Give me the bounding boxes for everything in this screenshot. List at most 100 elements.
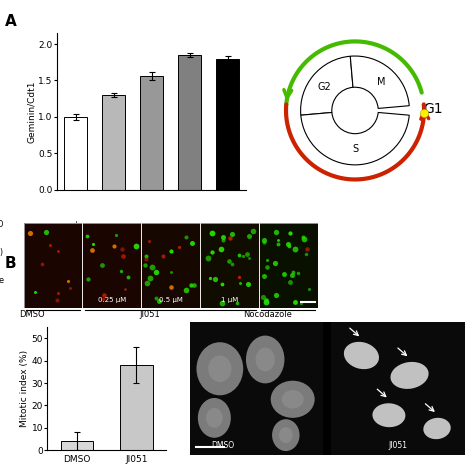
Ellipse shape <box>196 342 243 395</box>
Point <box>38 261 46 268</box>
Point <box>152 294 160 302</box>
Point <box>243 251 251 258</box>
Point <box>55 290 62 297</box>
Ellipse shape <box>208 356 231 382</box>
Text: G1: G1 <box>423 102 443 116</box>
Point <box>281 270 288 278</box>
Text: +: + <box>224 276 231 285</box>
Point <box>110 242 118 250</box>
Point <box>98 261 105 269</box>
Point <box>142 252 150 260</box>
Point <box>42 228 50 236</box>
Point <box>299 233 307 241</box>
Ellipse shape <box>391 362 428 389</box>
Text: JI051: JI051 <box>388 441 407 450</box>
Point <box>260 236 268 243</box>
Bar <box>102 95 125 190</box>
Point <box>145 237 153 245</box>
Point <box>190 281 198 289</box>
Text: A: A <box>5 14 17 29</box>
Point <box>273 228 280 236</box>
Point <box>118 246 126 253</box>
Point <box>291 246 299 253</box>
Point <box>117 267 125 274</box>
Point <box>228 260 236 268</box>
Point <box>239 252 247 259</box>
Point <box>155 297 163 305</box>
Bar <box>259 223 318 308</box>
Point <box>159 253 167 260</box>
Bar <box>190 322 323 455</box>
Bar <box>216 59 239 190</box>
Point <box>208 248 216 256</box>
Text: G2: G2 <box>318 82 331 91</box>
Point <box>302 251 310 258</box>
Point <box>290 269 297 276</box>
Text: S: S <box>352 144 358 154</box>
Point <box>112 231 120 238</box>
Point <box>187 282 195 289</box>
Point <box>286 279 293 286</box>
Y-axis label: Mitotic index (%): Mitotic index (%) <box>20 350 29 427</box>
Ellipse shape <box>271 381 315 418</box>
Point <box>285 242 292 250</box>
Point <box>209 229 216 237</box>
Point <box>121 285 129 293</box>
Point <box>146 275 154 283</box>
Wedge shape <box>301 112 409 165</box>
Point <box>141 262 148 269</box>
Text: M: M <box>377 77 385 87</box>
Point <box>219 299 226 307</box>
Text: JI051 (μM): JI051 (μM) <box>0 248 4 256</box>
Point <box>236 273 243 281</box>
Bar <box>141 223 200 308</box>
Point <box>271 259 279 266</box>
Ellipse shape <box>246 336 284 383</box>
Ellipse shape <box>279 427 292 443</box>
Text: 1: 1 <box>187 248 192 256</box>
Point <box>84 275 91 283</box>
Point <box>288 271 295 279</box>
Point <box>204 254 212 262</box>
Bar <box>82 223 141 308</box>
Point <box>182 286 190 293</box>
Ellipse shape <box>206 408 223 428</box>
Point <box>235 251 243 259</box>
Y-axis label: Geminin/Cdt1: Geminin/Cdt1 <box>27 80 36 143</box>
Point <box>263 296 270 304</box>
Point <box>291 298 299 306</box>
Point <box>99 295 106 303</box>
Text: JI051: JI051 <box>139 310 160 319</box>
Wedge shape <box>301 56 353 115</box>
Bar <box>24 223 82 308</box>
Point <box>274 240 282 248</box>
Text: 0.25: 0.25 <box>105 248 123 256</box>
Text: 0.25 μM: 0.25 μM <box>98 297 126 303</box>
Text: 1 μM: 1 μM <box>221 297 238 303</box>
Text: B: B <box>5 256 17 271</box>
Text: +: + <box>73 219 79 228</box>
Text: -: - <box>226 219 229 228</box>
Point <box>260 238 267 246</box>
Point <box>89 240 97 247</box>
Text: -: - <box>74 276 77 285</box>
Point <box>246 232 253 240</box>
Point <box>64 277 72 285</box>
Point <box>66 284 73 292</box>
Point <box>88 246 95 254</box>
Point <box>228 230 236 237</box>
Point <box>218 280 226 288</box>
Point <box>297 299 305 307</box>
Bar <box>64 117 87 190</box>
Point <box>211 275 219 283</box>
Bar <box>331 322 465 455</box>
Point <box>152 268 160 275</box>
Text: 0.5 μM: 0.5 μM <box>159 297 182 303</box>
Point <box>286 229 294 237</box>
Wedge shape <box>350 56 409 109</box>
Point <box>54 247 62 255</box>
Point <box>237 279 244 287</box>
Point <box>274 237 282 244</box>
Point <box>217 246 225 253</box>
Ellipse shape <box>373 403 405 427</box>
